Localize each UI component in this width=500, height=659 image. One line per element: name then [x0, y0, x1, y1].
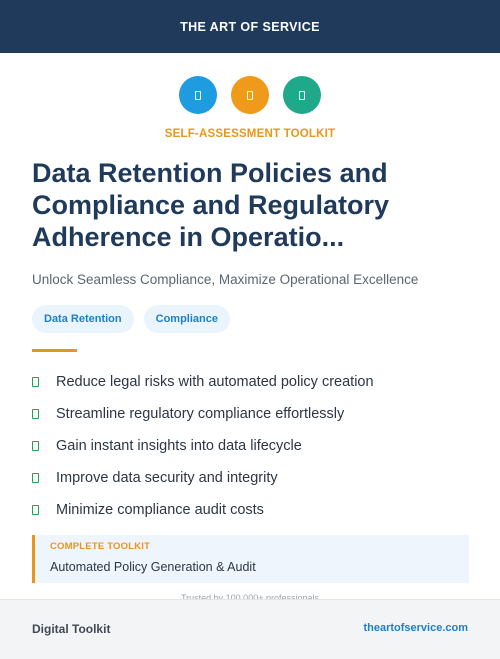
- footer-website-link[interactable]: theartofservice.com: [363, 622, 468, 634]
- callout-value: Automated Policy Generation & Audit: [50, 560, 256, 574]
- tag-list: Data Retention Compliance: [32, 305, 230, 333]
- check-icon: [32, 377, 39, 387]
- check-icon: [32, 505, 39, 515]
- benefit-list: Reduce legal risks with automated policy…: [32, 366, 472, 526]
- footer-product-label: Digital Toolkit: [32, 622, 111, 636]
- benefit-text: Improve data security and integrity: [56, 470, 278, 486]
- icon-row: [0, 76, 500, 114]
- callout-label: COMPLETE TOOLKIT: [50, 541, 151, 552]
- check-icon: [32, 473, 39, 483]
- tag-data-retention[interactable]: Data Retention: [32, 305, 134, 333]
- page-subtitle: Unlock Seamless Compliance, Maximize Ope…: [32, 272, 419, 287]
- document-icon: [179, 76, 217, 114]
- header-bar: THE ART OF SERVICE: [0, 0, 500, 53]
- check-icon: [32, 409, 39, 419]
- check-icon: [32, 441, 39, 451]
- list-item: Streamline regulatory compliance effortl…: [32, 398, 472, 430]
- toolkit-callout: COMPLETE TOOLKIT Automated Policy Genera…: [32, 535, 469, 583]
- benefit-text: Streamline regulatory compliance effortl…: [56, 406, 345, 422]
- list-item: Minimize compliance audit costs: [32, 494, 472, 526]
- accent-divider: [32, 349, 77, 352]
- page-title: Data Retention Policies and Compliance a…: [32, 158, 390, 252]
- document-icon: [231, 76, 269, 114]
- list-item: Improve data security and integrity: [32, 462, 472, 494]
- benefit-text: Reduce legal risks with automated policy…: [56, 374, 374, 390]
- list-item: Reduce legal risks with automated policy…: [32, 366, 472, 398]
- trusted-note: Trusted by 100,000+ professionals: [180, 593, 319, 603]
- footer-bar: Digital Toolkit theartofservice.com: [0, 599, 500, 659]
- list-item: Gain instant insights into data lifecycl…: [32, 430, 472, 462]
- tag-compliance[interactable]: Compliance: [143, 305, 230, 333]
- benefit-text: Gain instant insights into data lifecycl…: [56, 438, 302, 454]
- benefit-text: Minimize compliance audit costs: [56, 502, 264, 518]
- brand-name: THE ART OF SERVICE: [180, 19, 320, 34]
- toolkit-kicker: SELF-ASSESSMENT TOOLKIT: [164, 128, 336, 140]
- document-icon: [283, 76, 321, 114]
